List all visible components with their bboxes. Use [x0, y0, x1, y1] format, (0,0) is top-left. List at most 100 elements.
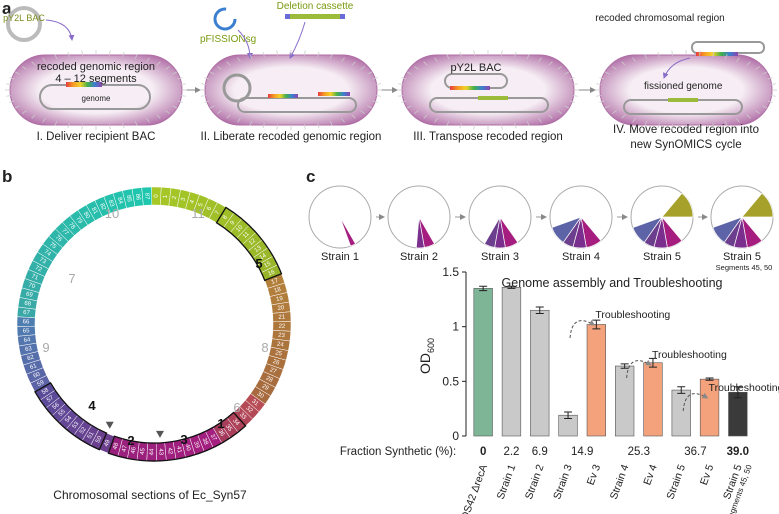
fraction-value: 14.9: [571, 446, 593, 458]
cell-hair: [249, 121, 253, 126]
cell-hair: [276, 50, 278, 56]
cell-hair: [22, 110, 27, 114]
ring-caption: Chromosomal sections of Ec_Syn57: [53, 488, 247, 502]
section-label: 4: [88, 398, 96, 413]
pie-wedge: [415, 216, 425, 249]
segment-number: 60: [33, 371, 42, 379]
cell-hair: [671, 50, 673, 56]
segment-number: 31: [250, 399, 259, 408]
arrow: [289, 21, 306, 59]
pie-wedge: [339, 216, 356, 247]
cassette-end: [285, 14, 290, 19]
cell-hair: [762, 105, 768, 109]
section-label: 2: [127, 433, 134, 448]
section-label: 8: [261, 340, 268, 355]
cell-hair: [724, 121, 728, 126]
cell-hair: [54, 121, 58, 126]
segment-number: 26: [272, 359, 281, 367]
fraction-label: Fraction Synthetic (%):: [340, 446, 456, 458]
segment-number: 87: [143, 193, 149, 201]
segment-number: 55: [58, 408, 67, 417]
fraction-value: 36.7: [684, 446, 706, 458]
cell-hair: [6, 95, 12, 97]
cell-hair: [398, 83, 404, 85]
cell-hair: [54, 54, 58, 59]
cell-hair: [538, 57, 542, 62]
cell-hair: [699, 124, 701, 130]
cell-hair: [526, 54, 530, 59]
cassette-end: [340, 14, 345, 19]
cell-hair: [360, 66, 365, 70]
cell-hair: [226, 114, 231, 119]
section-label: 9: [42, 340, 49, 355]
segment-number: 78: [67, 222, 76, 231]
cell-hair: [770, 95, 776, 97]
segments: [696, 52, 738, 56]
section-outline: [215, 206, 283, 282]
cell-hair: [122, 51, 125, 57]
segment-number: 65: [23, 328, 31, 334]
cell-hair: [341, 118, 345, 123]
segment-number: 86: [134, 193, 141, 201]
pie-wedge: [551, 216, 582, 243]
cell-hair: [329, 121, 333, 126]
cell-hair: [632, 118, 636, 123]
cell-hair: [724, 54, 728, 59]
segment-number: 33: [238, 412, 247, 421]
segment-number: 53: [72, 420, 81, 429]
segments: [268, 94, 298, 98]
segment-number: 42: [166, 447, 173, 455]
cell-hair: [401, 77, 407, 80]
step-caption: III. Transpose recoded region: [413, 131, 563, 143]
strain-label: Strain 5: [723, 251, 761, 263]
segment-number: 29: [261, 384, 270, 393]
error-bar: [564, 411, 573, 420]
bar: [728, 391, 748, 437]
segment-number: 76: [54, 234, 63, 243]
cell-hair: [434, 118, 438, 123]
cell-hair: [172, 105, 178, 109]
fissioned-label: fissioned genome: [644, 81, 723, 92]
cell-hair: [596, 95, 602, 97]
cell-hair: [109, 124, 111, 130]
cell-hair: [180, 95, 186, 97]
segment-number: 2: [172, 195, 179, 200]
segment-number: 11: [242, 231, 251, 240]
cell-hair: [699, 50, 701, 56]
section-outline: [107, 411, 247, 462]
segment-number: 69: [25, 291, 34, 299]
cell-hair: [612, 66, 617, 70]
x-tick-label: Strain 5: [664, 463, 688, 501]
segment-number: 79: [74, 216, 83, 225]
cell-hair: [156, 114, 161, 119]
segment-number: 68: [24, 301, 32, 308]
cell-hair: [755, 110, 760, 114]
cell-hair: [172, 71, 178, 75]
segment-number: 64: [23, 337, 31, 344]
cell-hair: [604, 71, 610, 75]
cell-hair: [423, 61, 428, 66]
cell-hair: [304, 50, 306, 56]
cell-hair: [446, 54, 450, 59]
cell-hair: [599, 100, 605, 103]
x-tick-label: Strain 4: [608, 463, 632, 501]
cell-hair: [180, 83, 186, 85]
segment-number: 24: [276, 342, 284, 349]
fraction-value: 0: [480, 446, 486, 458]
cell-hair: [341, 57, 345, 62]
cell-hair: [226, 61, 231, 66]
segment-number: 38: [201, 437, 209, 446]
segment-number: 18: [274, 287, 283, 295]
cell-hair: [249, 54, 253, 59]
segment-number: 73: [38, 257, 47, 266]
pie-wedge: [741, 192, 774, 218]
y-tick-label: 1.5: [442, 265, 459, 279]
bac-label: pY2L BAC: [451, 62, 502, 74]
cell-hair: [6, 83, 12, 85]
error-bar: [479, 285, 488, 292]
cell-hair: [209, 105, 215, 109]
pie-wedge: [484, 216, 501, 248]
cell-hair: [526, 121, 530, 126]
segment-number: 28: [265, 376, 274, 385]
segment-number: 39: [192, 441, 200, 450]
